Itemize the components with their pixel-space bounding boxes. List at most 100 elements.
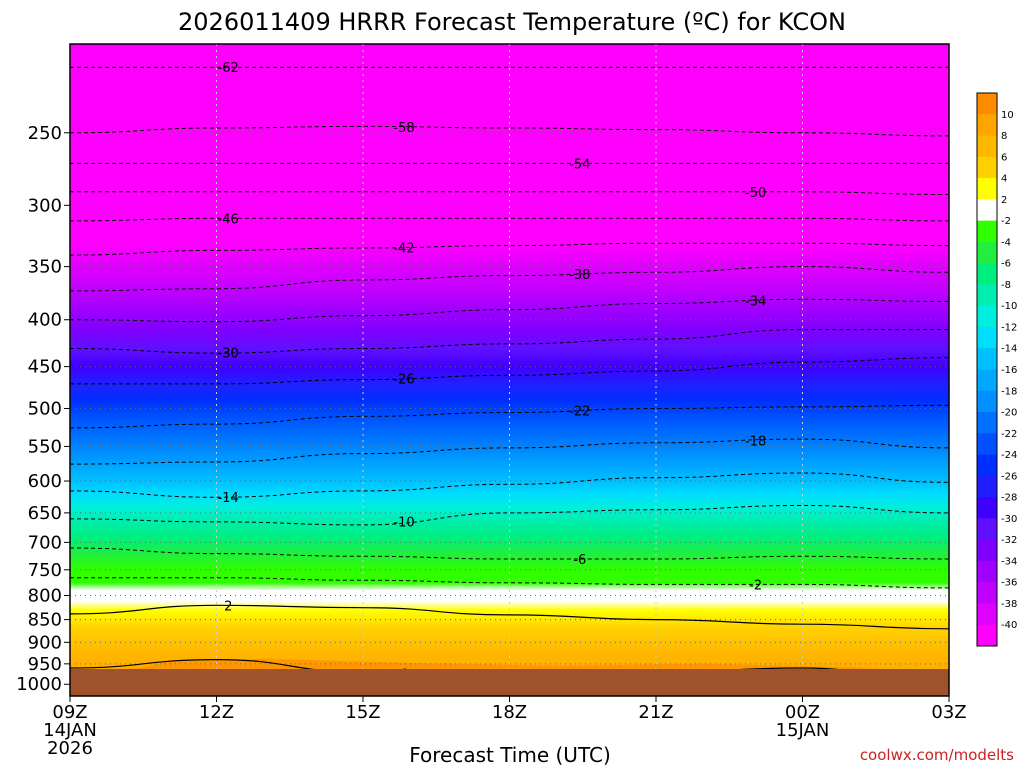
isotherm-label: -6 <box>573 553 586 568</box>
colorbar-label: 2 <box>1001 195 1007 206</box>
isotherm-label: -14 <box>218 491 239 506</box>
colorbar-label: -10 <box>1001 301 1017 312</box>
colorbar-segment <box>977 220 997 243</box>
colorbar-label: -16 <box>1001 365 1017 376</box>
colorbar-segment <box>977 518 997 541</box>
colorbar-segment <box>977 539 997 562</box>
isotherm-label: -58 <box>393 121 414 136</box>
colorbar-segment <box>977 135 997 158</box>
colorbar-segment <box>977 454 997 477</box>
colorbar-label: -40 <box>1001 620 1017 631</box>
colorbar-segment <box>977 624 997 647</box>
isotherm-label: -30 <box>218 347 239 362</box>
colorbar-label: -22 <box>1001 429 1017 440</box>
colorbar: 10 8 6 4 2 -2 -4 -6 -8 -10 -12 -14 -16 -18 -20 -22 -24 -2… <box>976 92 1017 647</box>
colorbar-segment <box>977 390 997 413</box>
y-tick-label: 1000 <box>16 674 62 695</box>
gridlines <box>70 44 949 696</box>
colorbar-label: -24 <box>1001 450 1017 461</box>
plot-area: -62-58-54-50-46-42-38-34-30-26-22-18-14-… <box>70 44 949 696</box>
colorbar-label: -28 <box>1001 493 1017 504</box>
x-tick-label: 15JAN <box>776 720 830 741</box>
x-tick-label: 03Z <box>931 702 966 723</box>
isotherm-contours: -62-58-54-50-46-42-38-34-30-26-22-18-14-… <box>70 61 949 685</box>
colorbar-border <box>976 92 998 647</box>
isotherm-label: -62 <box>218 61 239 76</box>
y-tick-label: 600 <box>28 471 62 492</box>
y-tick-label: 550 <box>28 436 62 457</box>
isotherm-label: -50 <box>745 186 766 201</box>
colorbar-segment <box>977 241 997 264</box>
isotherm-label: -18 <box>745 434 766 449</box>
colorbar-label: -14 <box>1001 344 1017 355</box>
colorbar-label: -32 <box>1001 535 1017 546</box>
x-axis-label: Forecast Time (UTC) <box>409 743 611 767</box>
y-tick-label: 950 <box>28 654 62 675</box>
x-tick-label: 21Z <box>638 702 673 723</box>
y-tick-label: 650 <box>28 503 62 524</box>
x-tick-label: 14JAN <box>43 720 97 741</box>
colorbar-segment <box>977 114 997 137</box>
x-tick-label: 09Z <box>52 702 87 723</box>
x-tick-label: 18Z <box>492 702 527 723</box>
isotherm-label: -10 <box>393 516 414 531</box>
y-tick-label: 900 <box>28 632 62 653</box>
y-tick-label: 350 <box>28 257 62 278</box>
colorbar-label: -38 <box>1001 599 1017 610</box>
isotherm-label: -46 <box>218 212 239 227</box>
isotherm-label: -2 <box>749 578 762 593</box>
colorbar-label: -18 <box>1001 386 1017 397</box>
colorbar-segment <box>977 284 997 307</box>
colorbar-label: 6 <box>1001 152 1007 163</box>
x-tick-label: 12Z <box>199 702 234 723</box>
colorbar-label: -20 <box>1001 408 1017 419</box>
colorbar-segment <box>977 369 997 392</box>
colorbar-segment <box>977 582 997 604</box>
isotherm-line <box>70 604 949 630</box>
colorbar-segment <box>977 305 997 328</box>
x-tick-label: 15Z <box>345 702 380 723</box>
colorbar-label: -2 <box>1001 216 1011 227</box>
colorbar-label: 8 <box>1001 131 1007 142</box>
y-tick-label: 750 <box>28 560 62 581</box>
colorbar-segment <box>977 433 997 456</box>
isotherm-label: -54 <box>569 157 590 172</box>
colorbar-segment <box>977 263 997 285</box>
isotherm-label: 2 <box>224 599 232 614</box>
colorbar-label: -12 <box>1001 322 1017 333</box>
colorbar-label: -36 <box>1001 578 1017 589</box>
colorbar-label: -6 <box>1001 259 1011 270</box>
colorbar-label: -34 <box>1001 556 1017 567</box>
credit-text: coolwx.com/modelts <box>860 746 1014 764</box>
y-tick-label: 700 <box>28 532 62 553</box>
colorbar-segment <box>977 178 997 200</box>
isotherm-label: -34 <box>745 295 766 310</box>
y-tick-label: 450 <box>28 357 62 378</box>
isotherm-label: -42 <box>393 241 414 256</box>
colorbar-segment <box>977 93 997 115</box>
y-tick-label: 800 <box>28 585 62 606</box>
colorbar-segment <box>977 497 997 519</box>
colorbar-segment <box>977 348 997 370</box>
chart-title: 2026011409 HRRR Forecast Temperature (ºC… <box>178 8 846 36</box>
colorbar-label: 4 <box>1001 174 1007 185</box>
x-tick-label: 00Z <box>785 702 820 723</box>
colorbar-label: 10 <box>1001 110 1014 121</box>
colorbar-label: -8 <box>1001 280 1011 291</box>
colorbar-segment <box>977 326 997 349</box>
colorbar-label: -26 <box>1001 471 1017 482</box>
y-tick-label: 250 <box>28 123 62 144</box>
y-axis: 2503003504004505005506006507007508008509… <box>16 123 70 695</box>
y-tick-label: 850 <box>28 610 62 631</box>
colorbar-segment <box>977 412 997 434</box>
colorbar-label: -4 <box>1001 237 1011 248</box>
ground <box>70 669 949 696</box>
colorbar-segment <box>977 156 997 179</box>
y-tick-label: 300 <box>28 195 62 216</box>
isotherm-label: -22 <box>569 405 590 420</box>
colorbar-segment <box>977 603 997 626</box>
colorbar-label: -30 <box>1001 514 1017 525</box>
y-tick-label: 500 <box>28 399 62 420</box>
